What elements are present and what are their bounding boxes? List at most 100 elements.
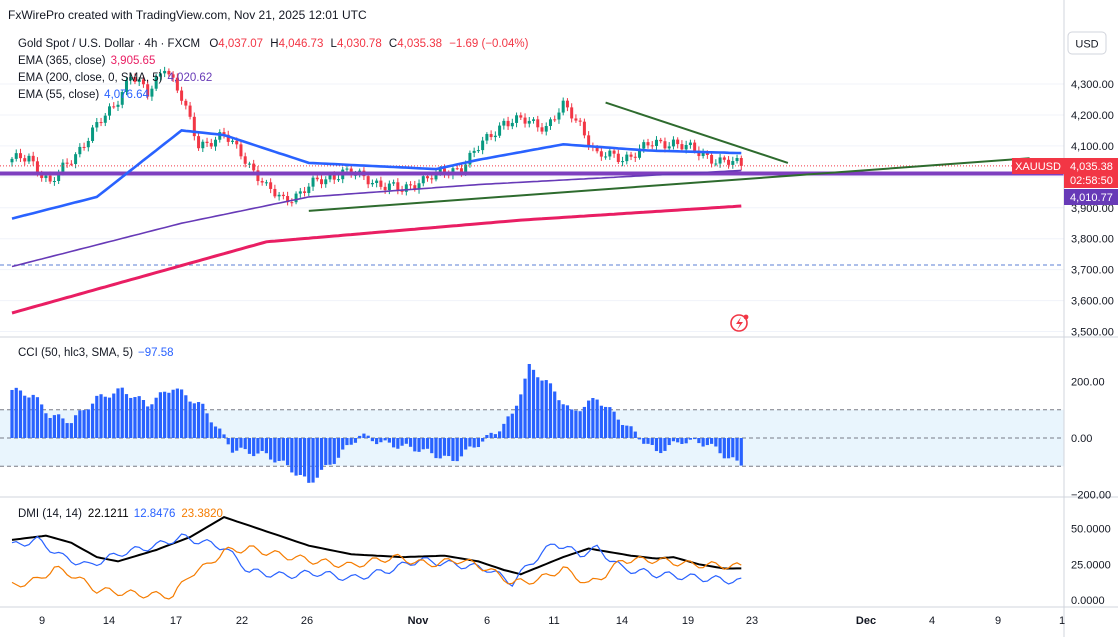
cci-bar: [438, 438, 442, 459]
price-tick-label: 3,800.00: [1071, 234, 1114, 246]
last-price-text: 4,035.38: [1070, 161, 1113, 173]
candle-body: [332, 175, 336, 180]
cci-bar: [646, 438, 650, 444]
candle-body: [315, 177, 319, 180]
plus-di-value: 12.8476: [134, 508, 176, 520]
cci-legend[interactable]: CCI (50, hlc3, SMA, 5) −97.58: [18, 347, 174, 359]
ohlc-close: 4,035.38: [397, 38, 442, 50]
cci-bar: [180, 389, 184, 438]
candle-body: [519, 115, 523, 118]
cci-bar: [731, 438, 735, 458]
candle-body: [489, 134, 493, 138]
candle-body: [659, 139, 663, 142]
cci-bar: [375, 438, 379, 445]
candle-body: [523, 117, 527, 124]
price-legend[interactable]: Gold Spot / U.S. Dollar · 4h · FXCM O4,0…: [18, 38, 529, 50]
candle-body: [256, 170, 260, 182]
candle-body: [459, 168, 463, 173]
cci-bar: [620, 425, 625, 438]
cci-bar: [184, 395, 188, 438]
time-axis[interactable]: 9 14 17 22 26 Nov 6 11 14 19 23 Dec 4 9 1: [39, 615, 1065, 627]
cci-bar: [175, 388, 179, 438]
cci-bar: [578, 411, 582, 438]
candle-body: [442, 168, 446, 175]
candle-body: [209, 143, 213, 147]
candle-body: [472, 150, 476, 153]
cci-bar: [222, 434, 226, 438]
ema200-legend[interactable]: EMA (200, close, 0, SMA, 5) 4,020.62: [18, 72, 212, 84]
cci-bar: [230, 438, 235, 453]
cci-bar: [192, 403, 196, 438]
candle-body: [345, 168, 349, 170]
candle-body: [536, 119, 540, 128]
cci-axis[interactable]: 200.00 0.00 −200.00: [1071, 377, 1111, 502]
candle-body: [99, 122, 103, 124]
cci-bar: [336, 438, 341, 458]
cci-bar: [739, 438, 743, 466]
cci-bar: [154, 397, 158, 438]
cci-bar: [659, 438, 663, 454]
candle-body: [587, 135, 591, 147]
cci-bar: [133, 397, 137, 438]
candle-body: [527, 120, 531, 124]
cci-bar: [307, 438, 311, 483]
price-axis[interactable]: 4,300.00 4,200.00 4,100.00 3,900.00 3,800.00…: [1071, 79, 1114, 339]
candle-body: [642, 142, 646, 149]
cci-bar: [540, 380, 544, 438]
cci-bar: [459, 438, 464, 457]
time-tick-label: 4: [929, 615, 935, 627]
symbol-title[interactable]: Gold Spot / U.S. Dollar · 4h · FXCM: [18, 38, 200, 50]
candle-body: [430, 178, 434, 180]
currency-label: USD: [1075, 39, 1098, 51]
candle-body: [61, 162, 65, 173]
candle-body: [290, 202, 294, 204]
cci-bar: [358, 435, 362, 438]
cci-bar: [612, 411, 616, 438]
dmi-axis[interactable]: 50.0000 25.0000 0.0000: [1071, 524, 1111, 608]
cci-bar: [150, 404, 154, 438]
candle-body: [27, 155, 31, 162]
cci-bar: [722, 438, 726, 459]
ohlc-l-label: L: [331, 38, 338, 50]
dmi-lines: [11, 516, 742, 600]
candle-body: [604, 156, 608, 158]
candle-body: [239, 144, 243, 157]
cci-bar: [523, 378, 527, 438]
candle-body: [727, 159, 731, 165]
candle-body: [434, 171, 438, 180]
cci-bar: [209, 422, 213, 438]
price-tick-label: 4,100.00: [1071, 141, 1114, 153]
cci-bar: [485, 434, 489, 438]
candle-body: [671, 139, 675, 147]
candle-body: [680, 144, 684, 150]
flash-icon[interactable]: [730, 314, 749, 332]
candle-body: [91, 127, 95, 141]
candle-body: [650, 145, 654, 147]
cci-bar: [489, 432, 493, 438]
cci-bar: [421, 438, 425, 450]
cci-bar: [260, 438, 264, 451]
candle-body: [438, 168, 442, 172]
candle-body: [260, 181, 264, 183]
time-tick-label: 19: [682, 615, 694, 627]
price-candles: [10, 66, 743, 207]
candle-body: [95, 122, 99, 128]
candle-body: [129, 77, 133, 81]
currency-button[interactable]: [1067, 31, 1107, 55]
cci-bar: [400, 438, 404, 446]
cci-bar: [69, 423, 73, 438]
candle-body: [515, 115, 519, 123]
candle-body: [307, 186, 311, 193]
dmi-tick-label: 0.0000: [1071, 595, 1105, 607]
price-overlays: [0, 101, 1064, 315]
dmi-legend[interactable]: DMI (14, 14) 22.1211 12.8476 23.3820: [18, 508, 223, 520]
cci-bar: [514, 405, 519, 438]
ema365-legend[interactable]: EMA (365, close) 3,905.65: [18, 55, 155, 67]
candle-body: [273, 188, 277, 197]
cci-bar: [196, 402, 201, 438]
cci-bar: [82, 410, 86, 438]
cci-bar: [18, 390, 23, 438]
candle-body: [235, 140, 239, 145]
ema55-legend[interactable]: EMA (55, close) 4,076.64: [18, 89, 150, 101]
